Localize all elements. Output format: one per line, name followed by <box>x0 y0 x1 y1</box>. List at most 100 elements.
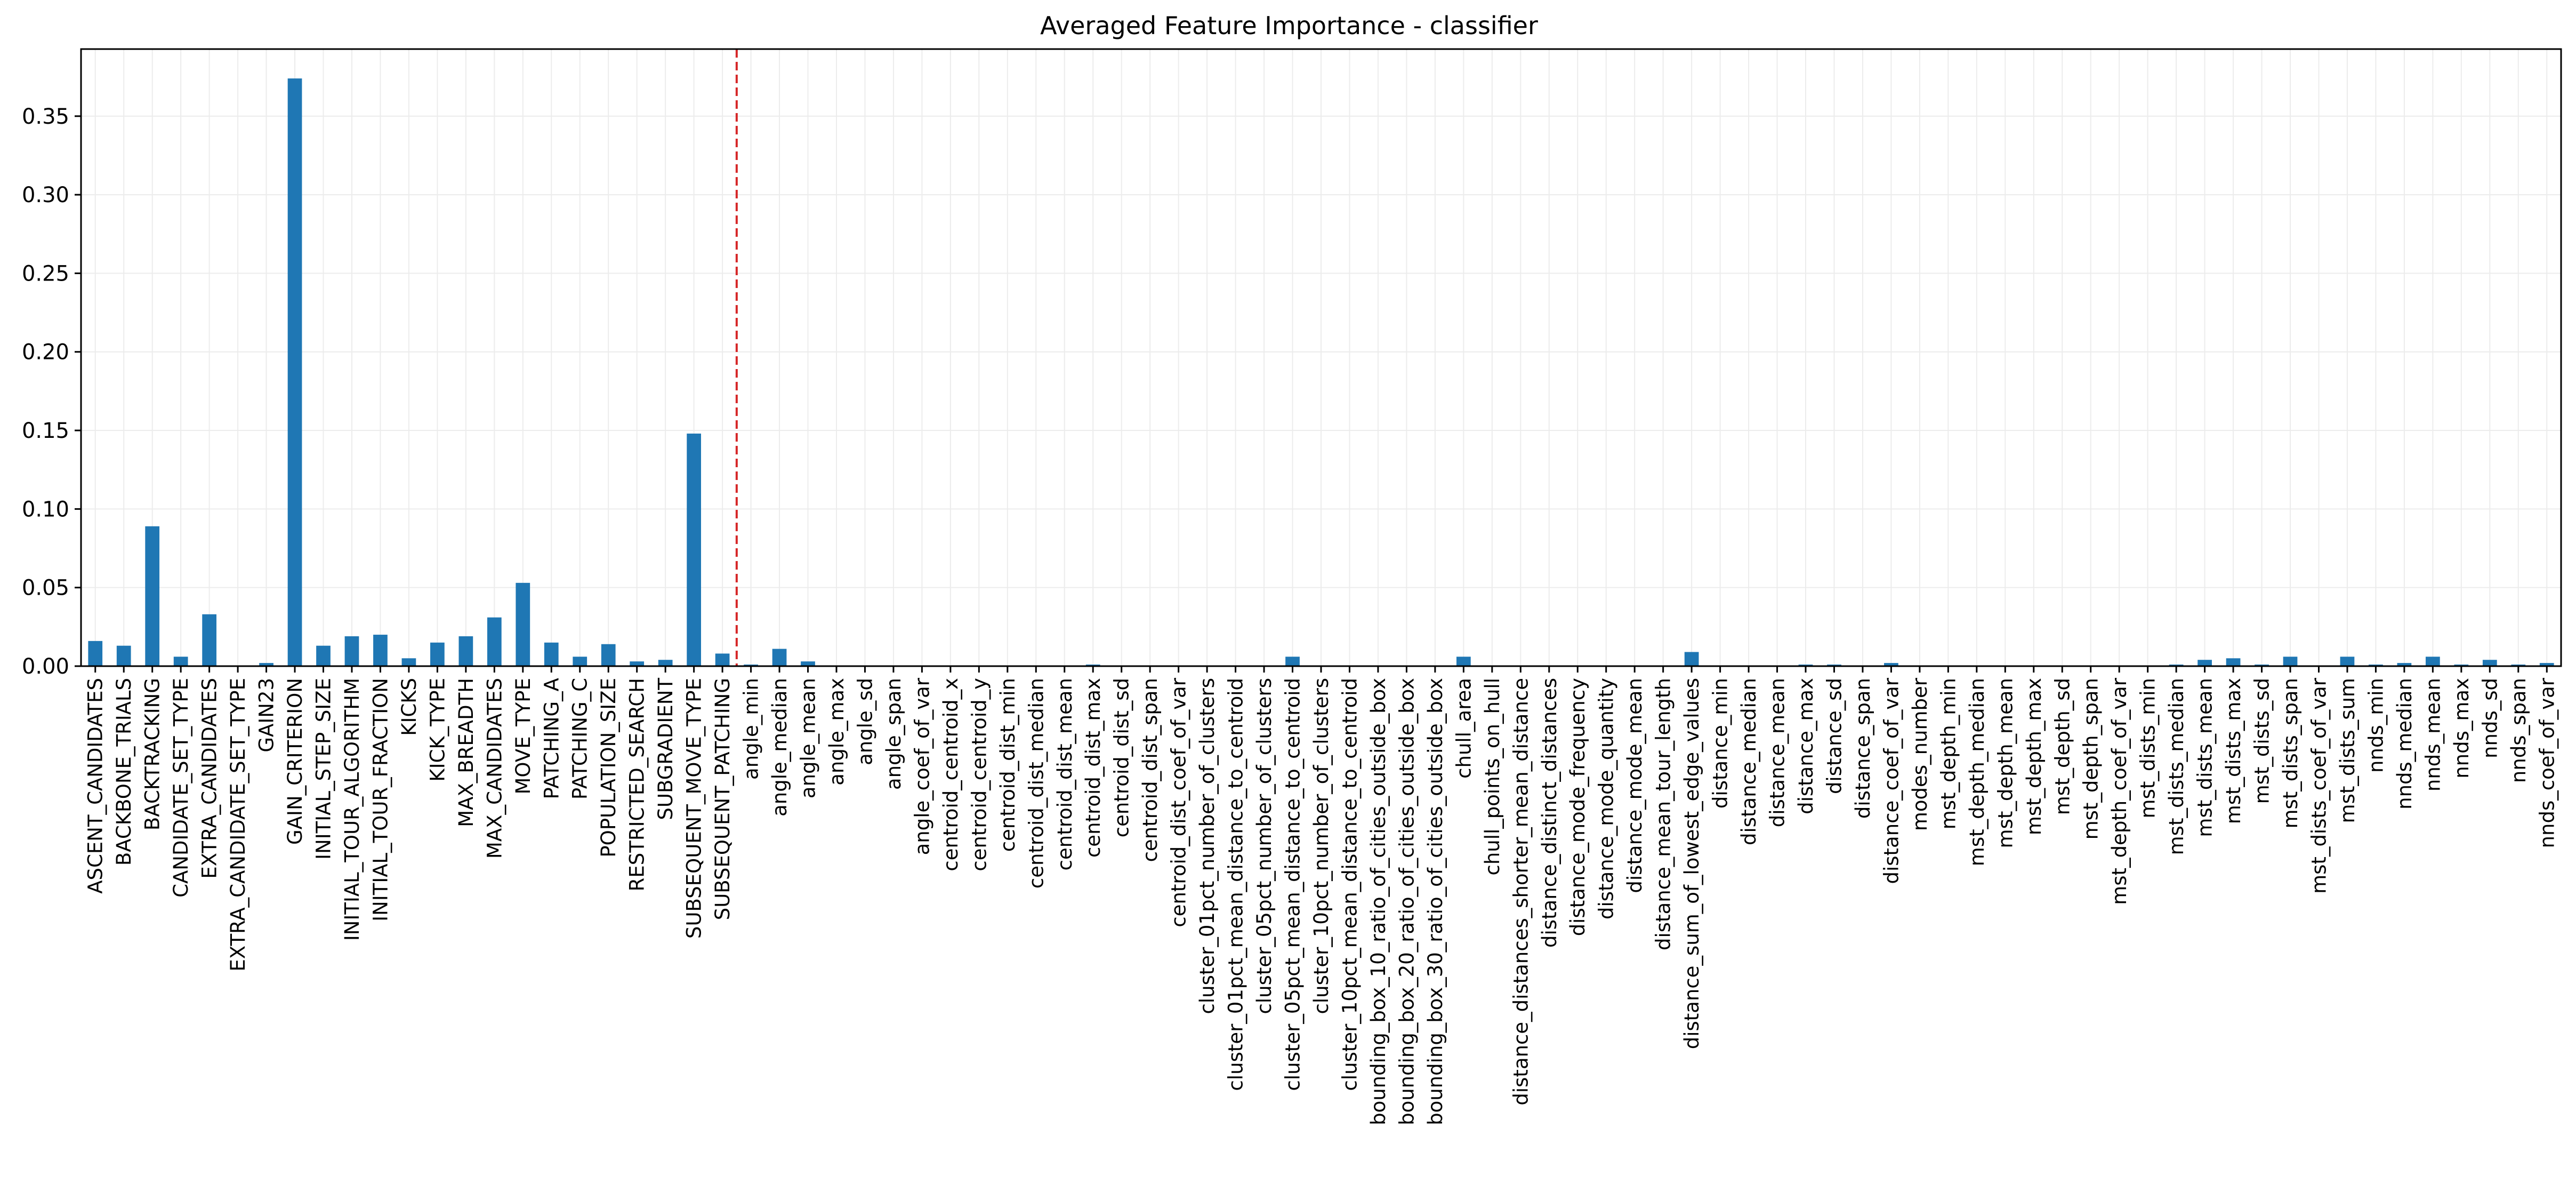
x-tick-label: modes_number <box>1909 677 1931 831</box>
x-tick-label: nnds_max <box>2450 678 2473 779</box>
x-tick-label: mst_depth_median <box>1966 678 1989 866</box>
x-tick-label: angle_mean <box>797 678 820 798</box>
bar <box>1884 663 1898 666</box>
x-tick-label: distance_sd <box>1823 678 1846 794</box>
x-tick-label: mst_depth_span <box>2080 678 2103 839</box>
x-tick-label: distance_distances_shorter_mean_distance <box>1509 678 1532 1106</box>
bar <box>2482 660 2497 666</box>
x-tick-label: bounding_box_10_ratio_of_cities_outside_… <box>1367 678 1390 1125</box>
y-axis-ticks: 0.00 0.05 0.10 0.15 0.20 0.25 0.30 0.35 <box>22 105 81 679</box>
grid-layer <box>81 49 2561 667</box>
x-tick-label: distance_max <box>1794 678 1817 814</box>
x-tick-label: mst_depth_mean <box>1994 678 2017 848</box>
x-tick-label: nnds_sd <box>2478 678 2501 758</box>
bar <box>316 645 331 666</box>
x-axis-ticks: ASCENT_CANDIDATES BACKBONE_TRIALS BACKTRAC… <box>84 666 2558 1125</box>
bar <box>2226 658 2241 666</box>
bar <box>2197 660 2212 666</box>
x-tick-label: centroid_dist_mean <box>1053 678 1076 870</box>
x-tick-label: mst_depth_max <box>2023 678 2046 835</box>
x-tick-label: angle_median <box>768 678 791 817</box>
x-tick-label: mst_depth_min <box>1937 678 1960 829</box>
x-tick-label: angle_coef_of_var <box>911 677 933 855</box>
y-tick-label: 0.05 <box>22 576 69 601</box>
x-tick-label: distance_coef_of_var <box>1880 677 1903 884</box>
bar <box>430 642 445 666</box>
x-tick-label: distance_mean <box>1766 678 1789 827</box>
x-tick-label: mst_dists_max <box>2222 678 2245 824</box>
x-tick-label: INITIAL_TOUR_FRACTION <box>369 678 392 922</box>
bar <box>687 433 701 666</box>
bar <box>1456 657 1471 666</box>
y-tick-label: 0.15 <box>22 419 69 443</box>
x-tick-label: INITIAL_TOUR_ALGORITHM <box>341 678 364 941</box>
bar <box>2397 663 2412 666</box>
x-tick-label: bounding_box_20_ratio_of_cities_outside_… <box>1395 678 1418 1125</box>
bar-layer <box>88 78 2554 667</box>
x-tick-label: EXTRA_CANDIDATE_SET_TYPE <box>227 678 249 972</box>
bar <box>202 614 216 666</box>
x-tick-label: GAIN_CRITERION <box>284 678 307 845</box>
x-tick-label: PATCHING_C <box>569 678 592 799</box>
x-tick-label: SUBSEQUENT_PATCHING <box>711 678 734 920</box>
bar <box>2539 663 2554 666</box>
bar <box>801 661 815 666</box>
x-tick-label: nnds_median <box>2393 678 2416 810</box>
x-tick-label: mst_dists_span <box>2279 678 2302 829</box>
x-tick-label: centroid_centroid_y <box>968 678 991 871</box>
x-tick-label: POPULATION_SIZE <box>597 678 620 858</box>
x-tick-label: distance_sum_of_lowest_edge_values <box>1680 678 1703 1049</box>
x-tick-label: distance_median <box>1737 678 1760 845</box>
bar <box>458 636 473 666</box>
x-tick-label: EXTRA_CANDIDATES <box>198 678 221 879</box>
x-tick-label: centroid_dist_max <box>1082 678 1105 858</box>
bar <box>344 636 359 666</box>
x-tick-label: bounding_box_30_ratio_of_cities_outside_… <box>1424 678 1447 1125</box>
bar <box>145 526 160 666</box>
x-tick-label: nnds_mean <box>2421 678 2444 791</box>
x-tick-label: angle_max <box>825 678 848 786</box>
bar <box>715 653 730 666</box>
bar <box>259 663 273 666</box>
x-tick-label: distance_min <box>1709 678 1732 809</box>
x-tick-label: nnds_span <box>2507 678 2530 783</box>
x-tick-label: distance_mode_quantity <box>1595 678 1618 919</box>
x-tick-label: SUBSEQUENT_MOVE_TYPE <box>683 678 706 939</box>
x-tick-label: PATCHING_A <box>540 678 563 799</box>
bar <box>287 78 302 667</box>
bar <box>88 641 103 666</box>
x-tick-label: cluster_01pct_number_of_clusters <box>1196 678 1219 1014</box>
x-tick-label: nnds_min <box>2364 678 2387 773</box>
x-tick-label: centroid_dist_span <box>1139 678 1162 862</box>
chart-title: Averaged Feature Importance - classifier <box>1040 11 1538 40</box>
x-tick-label: MAX_CANDIDATES <box>483 678 506 859</box>
bar <box>2426 657 2440 666</box>
x-tick-label: cluster_05pct_mean_distance_to_centroid <box>1282 678 1305 1091</box>
x-tick-label: nnds_coef_of_var <box>2535 677 2558 848</box>
bar <box>373 635 388 666</box>
bar <box>401 658 416 666</box>
bar <box>630 661 645 666</box>
bar <box>487 617 502 666</box>
x-tick-label: MOVE_TYPE <box>512 678 535 794</box>
y-tick-label: 0.20 <box>22 340 69 365</box>
x-tick-label: distance_mean_tour_length <box>1652 678 1675 950</box>
x-tick-label: MAX_BREADTH <box>455 678 478 827</box>
x-tick-label: distance_distinct_distances <box>1538 678 1561 948</box>
x-tick-label: centroid_dist_coef_of_var <box>1168 677 1190 927</box>
x-tick-label: centroid_dist_median <box>1025 678 1048 889</box>
x-tick-label: angle_min <box>740 678 763 780</box>
x-tick-label: cluster_10pct_mean_distance_to_centroid <box>1338 678 1361 1091</box>
bar <box>2283 657 2298 666</box>
x-tick-label: centroid_centroid_x <box>939 678 962 871</box>
x-tick-label: angle_span <box>882 678 905 790</box>
x-tick-label: SUBGRADIENT <box>654 678 677 820</box>
x-tick-label: cluster_05pct_number_of_clusters <box>1253 678 1276 1014</box>
bar <box>2340 657 2355 666</box>
y-tick-label: 0.10 <box>22 497 69 522</box>
x-tick-label: mst_dists_median <box>2165 678 2188 855</box>
bar <box>772 649 787 666</box>
x-tick-label: angle_sd <box>854 678 876 765</box>
y-tick-label: 0.25 <box>22 261 69 286</box>
x-tick-label: GAIN23 <box>255 678 278 753</box>
